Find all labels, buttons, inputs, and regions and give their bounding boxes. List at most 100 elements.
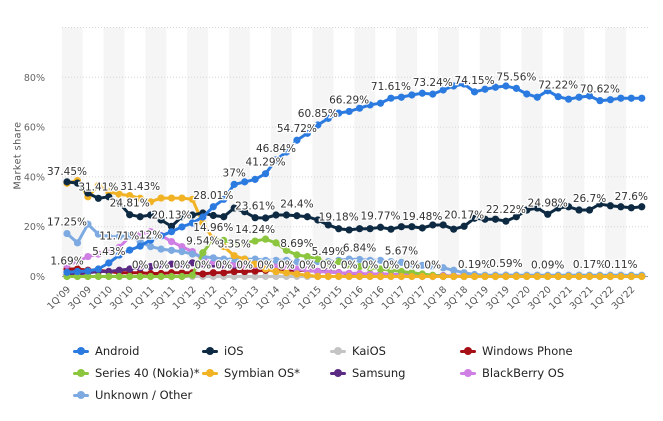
data-point-samsung (115, 266, 123, 274)
data-point-series-40-nokia (178, 272, 186, 281)
legend-item-symbian[interactable]: Symbian OS* (202, 366, 300, 380)
legend-item-ios[interactable]: iOS (202, 344, 244, 358)
data-label: 74.15% (455, 75, 495, 87)
legend-label: Unknown / Other (95, 388, 193, 402)
data-point-ios (303, 213, 311, 221)
data-point-symbian-os (324, 272, 332, 281)
data-point-android (491, 83, 500, 91)
data-point-symbian-os (314, 272, 322, 281)
data-point-android (585, 92, 594, 100)
data-point-series-40-nokia (324, 259, 332, 267)
data-label: 0% (341, 260, 358, 272)
data-point-series-40-nokia (387, 266, 395, 274)
data-point-ios (63, 178, 71, 186)
data-point-android (638, 94, 646, 102)
data-point-ios (596, 200, 604, 208)
data-label: 0.09% (531, 259, 564, 271)
data-point-ios (502, 217, 510, 225)
legend-label: KaiOS (352, 344, 386, 358)
data-point-symbian-os (408, 272, 416, 281)
data-point-symbian-os (450, 272, 458, 281)
data-point-ios (73, 179, 82, 187)
data-point-ios (115, 199, 123, 207)
data-point-android (126, 246, 134, 254)
data-point-series-40-nokia (293, 251, 301, 259)
data-label: 11.71% (99, 230, 139, 242)
data-point-blackberry-os (230, 260, 238, 268)
data-point-windows-phone (220, 269, 228, 277)
data-label: 19.18% (319, 212, 359, 224)
data-point-series-40-nokia (84, 272, 92, 281)
data-point-symbian-os (251, 260, 259, 268)
data-point-symbian-os (596, 272, 604, 281)
data-point-series-40-nokia (73, 272, 82, 281)
data-point-ios (429, 221, 437, 229)
data-point-symbian-os (606, 272, 615, 281)
data-point-samsung (136, 264, 144, 272)
data-point-kaios (272, 272, 280, 281)
data-point-symbian-os (220, 243, 228, 251)
legend-item-series-40[interactable]: Series 40 (Nokia)* (73, 366, 200, 380)
legend-label: Android (95, 344, 140, 358)
data-point-ios (261, 214, 270, 222)
data-point-unknown-other (293, 257, 301, 266)
data-point-series-40-nokia (147, 272, 155, 281)
data-point-kaios (251, 272, 259, 281)
data-label: 0.19% (458, 259, 491, 271)
data-point-symbian-os (157, 194, 165, 202)
data-point-android (481, 85, 489, 93)
data-label: 31.43% (120, 181, 160, 193)
data-point-symbian-os (523, 272, 531, 281)
data-point-android (261, 170, 270, 178)
data-point-android (94, 265, 102, 273)
data-label: 75.56% (496, 71, 536, 83)
data-point-series-40-nokia (220, 236, 228, 244)
data-point-blackberry-os (167, 238, 176, 246)
legend-item-kaios[interactable]: KaiOS (330, 344, 386, 358)
legend-item-unknown-other[interactable]: Unknown / Other (73, 388, 192, 402)
legend-item-android[interactable]: Android (73, 344, 139, 358)
data-point-android (147, 236, 155, 244)
y-tick-label: 40% (24, 172, 45, 183)
data-point-symbian-os (565, 272, 573, 281)
data-point-ios (439, 221, 447, 229)
data-point-symbian-os (126, 191, 134, 200)
data-label: 8.69% (280, 238, 313, 250)
data-point-ios (293, 212, 301, 220)
data-point-samsung (157, 261, 165, 269)
data-label: 24.81% (110, 198, 150, 210)
data-point-blackberry-os (293, 265, 301, 273)
data-label: 0.17% (573, 259, 606, 271)
background-band (61, 27, 83, 277)
data-point-ios (209, 211, 217, 220)
data-point-series-40-nokia (397, 267, 405, 276)
data-point-ios (241, 208, 249, 216)
data-point-android (167, 228, 176, 236)
legend-item-samsung[interactable]: Samsung (330, 366, 405, 380)
legend-item-blackberry[interactable]: BlackBerry OS (460, 366, 564, 380)
data-point-series-40-nokia (241, 239, 249, 247)
data-label: 0% (299, 260, 316, 272)
data-point-ios (272, 211, 280, 219)
data-point-symbian-os (617, 272, 625, 281)
data-point-windows-phone (241, 267, 249, 276)
data-point-ios (491, 215, 500, 223)
data-label: 0% (132, 260, 149, 272)
data-point-ios (126, 211, 134, 219)
legend: Android iOS KaiOS Windows Phone Series 4… (0, 340, 663, 420)
legend-item-windows-phone[interactable]: Windows Phone (460, 344, 573, 358)
legend-marker (202, 346, 218, 356)
background-band (605, 27, 627, 277)
data-label: 0% (215, 260, 232, 272)
data-point-series-40-nokia (366, 264, 374, 272)
data-label: 28.01% (193, 190, 233, 202)
data-point-android (178, 223, 186, 231)
data-point-unknown-other (450, 266, 458, 274)
data-point-android (366, 101, 374, 109)
line-chart: 0%20%40%60%80%1Q'093Q'091Q'103Q'101Q'113… (24, 27, 649, 312)
data-point-android (356, 104, 364, 112)
data-point-android (512, 84, 520, 92)
data-point-symbian-os (512, 272, 520, 281)
data-point-symbian-os (418, 272, 426, 281)
data-point-symbian-os (115, 190, 123, 198)
